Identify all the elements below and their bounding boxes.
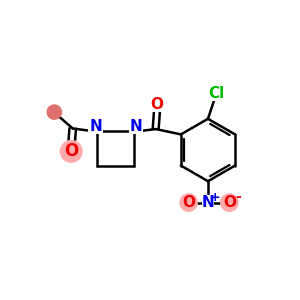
- Text: N: N: [89, 118, 102, 134]
- Circle shape: [47, 105, 62, 119]
- Text: Cl: Cl: [209, 86, 225, 101]
- Text: O: O: [223, 195, 236, 210]
- Text: -: -: [235, 190, 241, 204]
- Text: +: +: [209, 191, 220, 204]
- Text: N: N: [202, 195, 214, 210]
- Text: O: O: [64, 142, 78, 160]
- Text: O: O: [182, 195, 195, 210]
- Text: O: O: [151, 97, 164, 112]
- Text: N: N: [129, 118, 142, 134]
